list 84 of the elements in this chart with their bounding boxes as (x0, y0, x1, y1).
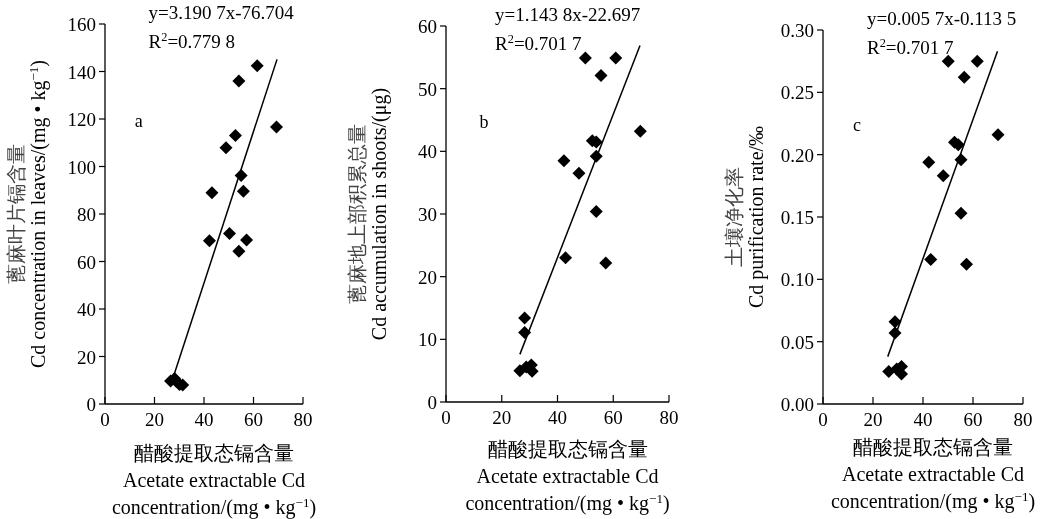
point (578, 51, 592, 65)
x-axis-title: 醋酸提取态镉含量 Acetate extractable Cd concentration/(mg • kg$^{−1}$) (465, 438, 670, 515)
point (970, 54, 984, 68)
x-tick-label: 60 (244, 409, 263, 430)
y-tick-label: 120 (67, 109, 96, 130)
point (599, 256, 613, 270)
x-tick-label: 80 (659, 407, 679, 428)
point (609, 51, 623, 65)
x-tick-label: 80 (293, 409, 313, 430)
x-tick-label: 20 (492, 407, 512, 428)
point (557, 154, 571, 168)
annotation: R$^{2}$=0.701 7 (867, 36, 954, 58)
text: y=1.143 8x-22.697 (495, 4, 641, 25)
y-tick-label: 60 (77, 251, 96, 273)
x-axis-title: 醋酸提取态镉含量 Acetate extractable Cd concentration/(mg • kg$^{−1}$) (830, 436, 1036, 513)
y-tick-label: 10 (418, 329, 437, 351)
point (205, 186, 219, 200)
annotation: c (853, 114, 861, 135)
x-axis-title: 醋酸提取态镉含量 Acetate extractable Cd concentration/(mg • kg$^{−1}$) (111, 442, 317, 519)
point (991, 128, 1005, 142)
x-tick-label: 20 (145, 409, 164, 430)
y-tick-label: 0.00 (780, 394, 814, 415)
x-tick-label: 40 (194, 409, 214, 430)
y-tick-label: 100 (67, 156, 96, 178)
x-tick-label: 60 (603, 407, 623, 428)
y-tick-label: 0.10 (780, 269, 814, 291)
point (882, 365, 896, 379)
y-tick-label: 0.05 (780, 331, 814, 353)
y-tick-label: 20 (418, 266, 437, 288)
point (936, 169, 950, 183)
x-tick-label: 60 (963, 409, 983, 430)
point (941, 54, 955, 68)
y-tick-label: 40 (77, 299, 96, 320)
y-axis-title: 土壤净化率 Cd purification rate/‰ (723, 125, 768, 309)
point (219, 141, 233, 155)
x-tick-label: 0 (818, 409, 828, 430)
point (222, 226, 236, 240)
point (240, 233, 254, 247)
y-tick-label: 80 (77, 204, 96, 225)
y-tick-label: 0.20 (780, 144, 814, 166)
y-tick-label: 60 (418, 16, 437, 37)
y-tick-label: 160 (67, 14, 96, 35)
y-tick-label: 40 (418, 141, 437, 163)
y-axis-title: 蓖麻地上部积累总量 Cd accumulation in shoots/(μg) (346, 87, 391, 341)
point (236, 184, 250, 198)
point (589, 204, 603, 218)
y-tick-label: 0 (86, 394, 96, 415)
point (270, 120, 284, 134)
point (250, 59, 264, 73)
annotation: R$^{2}$=0.701 7 (495, 32, 582, 54)
text: y=0.005 7x-0.113 5 (867, 8, 1017, 29)
y-tick-label: 20 (77, 346, 96, 368)
y-tick-label: 0.30 (780, 20, 814, 41)
point (232, 244, 246, 258)
x-tick-label: 40 (913, 409, 933, 430)
point (922, 155, 936, 169)
text: y=3.190 7x-76.704 (148, 2, 295, 23)
point (594, 69, 608, 83)
y-tick-label: 0.15 (780, 207, 814, 228)
y-tick-label: 140 (67, 61, 96, 83)
x-tick-label: 80 (1013, 409, 1033, 430)
y-tick-label: 0 (427, 392, 437, 413)
x-tick-label: 20 (863, 409, 883, 430)
x-tick-label: 40 (548, 407, 567, 428)
point (633, 124, 647, 138)
point (202, 234, 216, 248)
y-tick-label: 50 (418, 78, 437, 100)
y-tick-label: 0.25 (780, 82, 814, 104)
point (232, 74, 246, 88)
annotation: R$^{2}$=0.779 8 (148, 30, 236, 52)
point (924, 252, 938, 266)
annotation: b (479, 111, 489, 132)
x-tick-label: 0 (100, 409, 110, 430)
point (559, 251, 573, 265)
point (954, 206, 968, 220)
x-tick-label: 0 (441, 407, 451, 428)
point (228, 128, 242, 142)
point (960, 257, 973, 271)
annotation: a (134, 110, 143, 131)
y-tick-label: 30 (418, 204, 437, 225)
point (957, 70, 971, 84)
point (572, 166, 586, 180)
point (518, 311, 532, 325)
point (888, 315, 902, 329)
